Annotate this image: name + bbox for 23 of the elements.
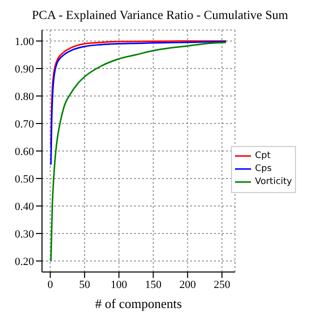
x-tick-label: 0: [47, 278, 54, 291]
x-axis-title: # of components: [95, 296, 182, 311]
y-tick-label: 1.00: [14, 36, 34, 48]
x-tick-label: 100: [110, 278, 128, 291]
y-tick-label: 0.20: [14, 256, 34, 268]
x-tick-label: 150: [145, 278, 162, 291]
x-tick-label: 250: [214, 278, 231, 291]
y-tick-label: 0.60: [14, 146, 34, 158]
x-tick-label: 50: [79, 278, 91, 291]
y-tick-label: 0.80: [14, 90, 34, 103]
y-tick-label: 0.50: [14, 173, 34, 186]
chart-title: PCA - Explained Variance Ratio - Cumulative Sum: [30, 8, 290, 24]
legend-label: Cps: [255, 162, 272, 176]
y-tick-label: 0.30: [14, 228, 34, 240]
x-tick-label: 200: [179, 278, 196, 291]
legend-label: Vorticity: [255, 176, 292, 188]
line-series: [50, 40, 227, 166]
y-tick-label: 0.70: [14, 118, 34, 130]
y-tick-label: 0.40: [14, 200, 34, 213]
line-series: [50, 42, 227, 262]
legend-label: Cpt: [255, 150, 271, 162]
y-tick-label: 0.90: [14, 63, 34, 76]
line-series: [50, 40, 227, 146]
